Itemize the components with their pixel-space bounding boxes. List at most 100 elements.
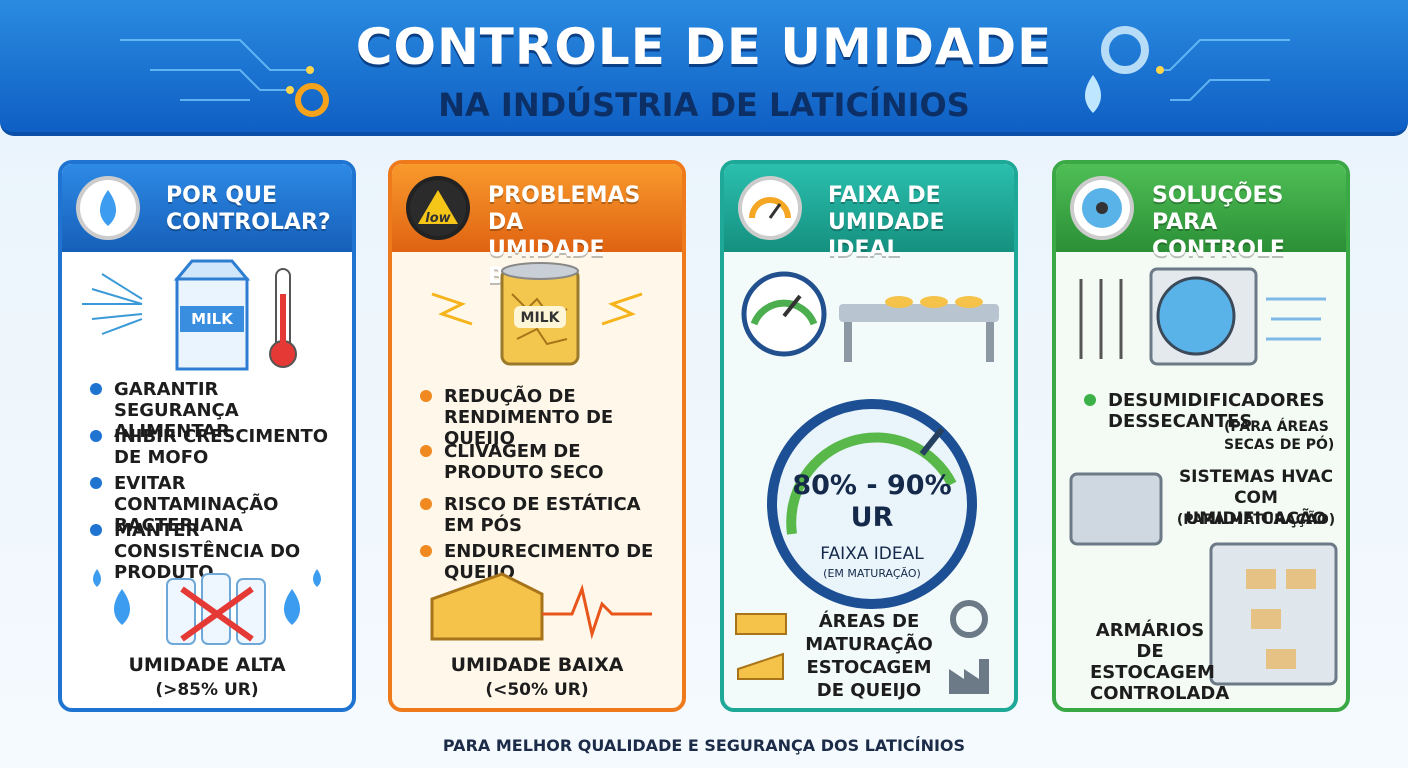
decoration bbox=[114, 589, 130, 625]
decoration bbox=[418, 190, 458, 224]
decoration bbox=[201, 573, 231, 645]
label: MANTER CONSISTÊNCIA DO PRODUTO bbox=[90, 520, 344, 583]
decoration bbox=[786, 432, 957, 535]
decoration bbox=[120, 39, 1290, 101]
decoration bbox=[749, 197, 791, 219]
decoration bbox=[501, 262, 579, 280]
decoration: SOLUÇÕES PARA CONTROLE bbox=[1152, 182, 1346, 263]
decoration bbox=[749, 197, 791, 219]
decoration bbox=[1251, 609, 1281, 629]
panel: SOLUÇÕES PARA CONTROLE DESUMIDIFICADORES … bbox=[1052, 160, 1350, 712]
decoration bbox=[1069, 472, 1163, 546]
footer-text: PARA MELHOR QUALIDADE E SEGURANÇA DOS LA… bbox=[442, 736, 966, 755]
label: POR QUE bbox=[166, 183, 278, 208]
decoration bbox=[1156, 276, 1236, 356]
decoration bbox=[885, 296, 983, 308]
label: (>85% UR) bbox=[155, 680, 259, 700]
label: 80% - 90% bbox=[792, 470, 951, 501]
decoration bbox=[1079, 279, 1123, 359]
decoration bbox=[920, 296, 948, 308]
label: PROBLEMAS DA bbox=[488, 183, 641, 235]
panel: FAIXA DE UMIDADE IDEAL 80% - 90% UR FAIXA… bbox=[720, 160, 1018, 712]
decoration bbox=[839, 304, 999, 322]
decoration bbox=[82, 273, 143, 335]
decoration: low bbox=[418, 190, 458, 226]
icon bbox=[1070, 176, 1134, 240]
icon bbox=[738, 176, 802, 240]
circuit-decoration bbox=[120, 26, 1290, 117]
decoration bbox=[514, 306, 566, 328]
header-bar: CONTROLE DE UMIDADE NA INDÚSTRIA DE LATI… bbox=[0, 0, 1408, 136]
label: UMIDADE IDEAL bbox=[828, 210, 945, 262]
decoration bbox=[173, 259, 251, 281]
decoration bbox=[735, 613, 787, 635]
decoration bbox=[885, 296, 913, 308]
gauge: 80% - 90% UR FAIXA IDEAL (EM MATURAÇÃO) bbox=[767, 399, 977, 609]
decoration bbox=[286, 66, 1164, 94]
decoration bbox=[286, 86, 294, 94]
label: (EM MATURAÇÃO) bbox=[823, 567, 921, 580]
decoration bbox=[180, 306, 244, 332]
panel-header: POR QUE CONTROLAR? bbox=[62, 164, 352, 252]
decoration bbox=[1079, 279, 1123, 359]
label: UR bbox=[851, 502, 894, 533]
label: REDUÇÃO DE RENDIMENTO DE QUEIJO bbox=[420, 386, 674, 449]
decoration bbox=[82, 273, 143, 335]
label: CONTROLAR? bbox=[166, 210, 331, 235]
decoration bbox=[100, 190, 116, 226]
label: MILK bbox=[521, 310, 561, 326]
decoration bbox=[430, 572, 544, 641]
label: (PARA ÁREAS SECAS DE PÓ) bbox=[1224, 419, 1335, 453]
illustration bbox=[1079, 267, 1326, 366]
decoration bbox=[1085, 75, 1101, 113]
label: UMIDADE ALTA bbox=[128, 654, 286, 676]
label: UMIDADE BAIXA bbox=[450, 654, 624, 676]
label: SISTEMAS HVAC COM UMIDIFICAÇÃO bbox=[1178, 467, 1334, 529]
decoration bbox=[919, 427, 945, 456]
decoration bbox=[542, 583, 652, 640]
panel: POR QUE CONTROLAR? MILK GARANTIR SEGURANÇ… bbox=[58, 160, 356, 712]
label: CLIVAGEM DE PRODUTO SECO bbox=[420, 441, 674, 483]
label: INIBIR CRESCIMENTO DE MOFO bbox=[90, 426, 344, 468]
label: (<50% UR) bbox=[485, 680, 589, 700]
decoration bbox=[284, 589, 300, 625]
illustration bbox=[741, 271, 999, 362]
decoration bbox=[1266, 649, 1296, 669]
decoration bbox=[1266, 297, 1326, 341]
decoration bbox=[295, 83, 329, 117]
decoration bbox=[737, 652, 784, 680]
label: PARA CONTROLE bbox=[1152, 210, 1285, 262]
panel-header: FAIXA DE UMIDADE IDEAL bbox=[724, 164, 1014, 262]
decoration: FAIXA DE UMIDADE IDEAL bbox=[828, 182, 1014, 263]
illustration bbox=[735, 600, 989, 694]
icon: low bbox=[406, 176, 470, 240]
label: MATURAÇÃO bbox=[805, 634, 933, 655]
decoration bbox=[949, 659, 989, 694]
decoration bbox=[431, 292, 643, 326]
decoration bbox=[100, 190, 116, 226]
main-title: CONTROLE DE UMIDADE bbox=[355, 18, 1053, 76]
decoration bbox=[313, 569, 321, 587]
decoration bbox=[120, 39, 310, 101]
decoration bbox=[280, 294, 286, 354]
decoration bbox=[844, 322, 852, 362]
decoration bbox=[955, 296, 983, 308]
decoration bbox=[1286, 569, 1316, 589]
decoration: ÁREAS DE MATURAÇÃO ESTOCAGEM DE QUEIJO bbox=[724, 610, 1014, 702]
illustration bbox=[430, 572, 652, 641]
decoration: POR QUE CONTROLAR? bbox=[166, 182, 331, 236]
illustration bbox=[1069, 472, 1163, 546]
illustration: MILK bbox=[431, 262, 643, 366]
label: ESTOCAGEM bbox=[806, 657, 932, 678]
icon bbox=[76, 176, 140, 240]
decoration bbox=[1246, 569, 1276, 589]
panel-header: SOLUÇÕES PARA CONTROLE bbox=[1056, 164, 1346, 262]
label: ÁREAS DE bbox=[818, 611, 920, 632]
illustration bbox=[1209, 542, 1338, 686]
decoration bbox=[166, 573, 266, 645]
decoration bbox=[986, 322, 994, 362]
decoration bbox=[1096, 202, 1108, 214]
